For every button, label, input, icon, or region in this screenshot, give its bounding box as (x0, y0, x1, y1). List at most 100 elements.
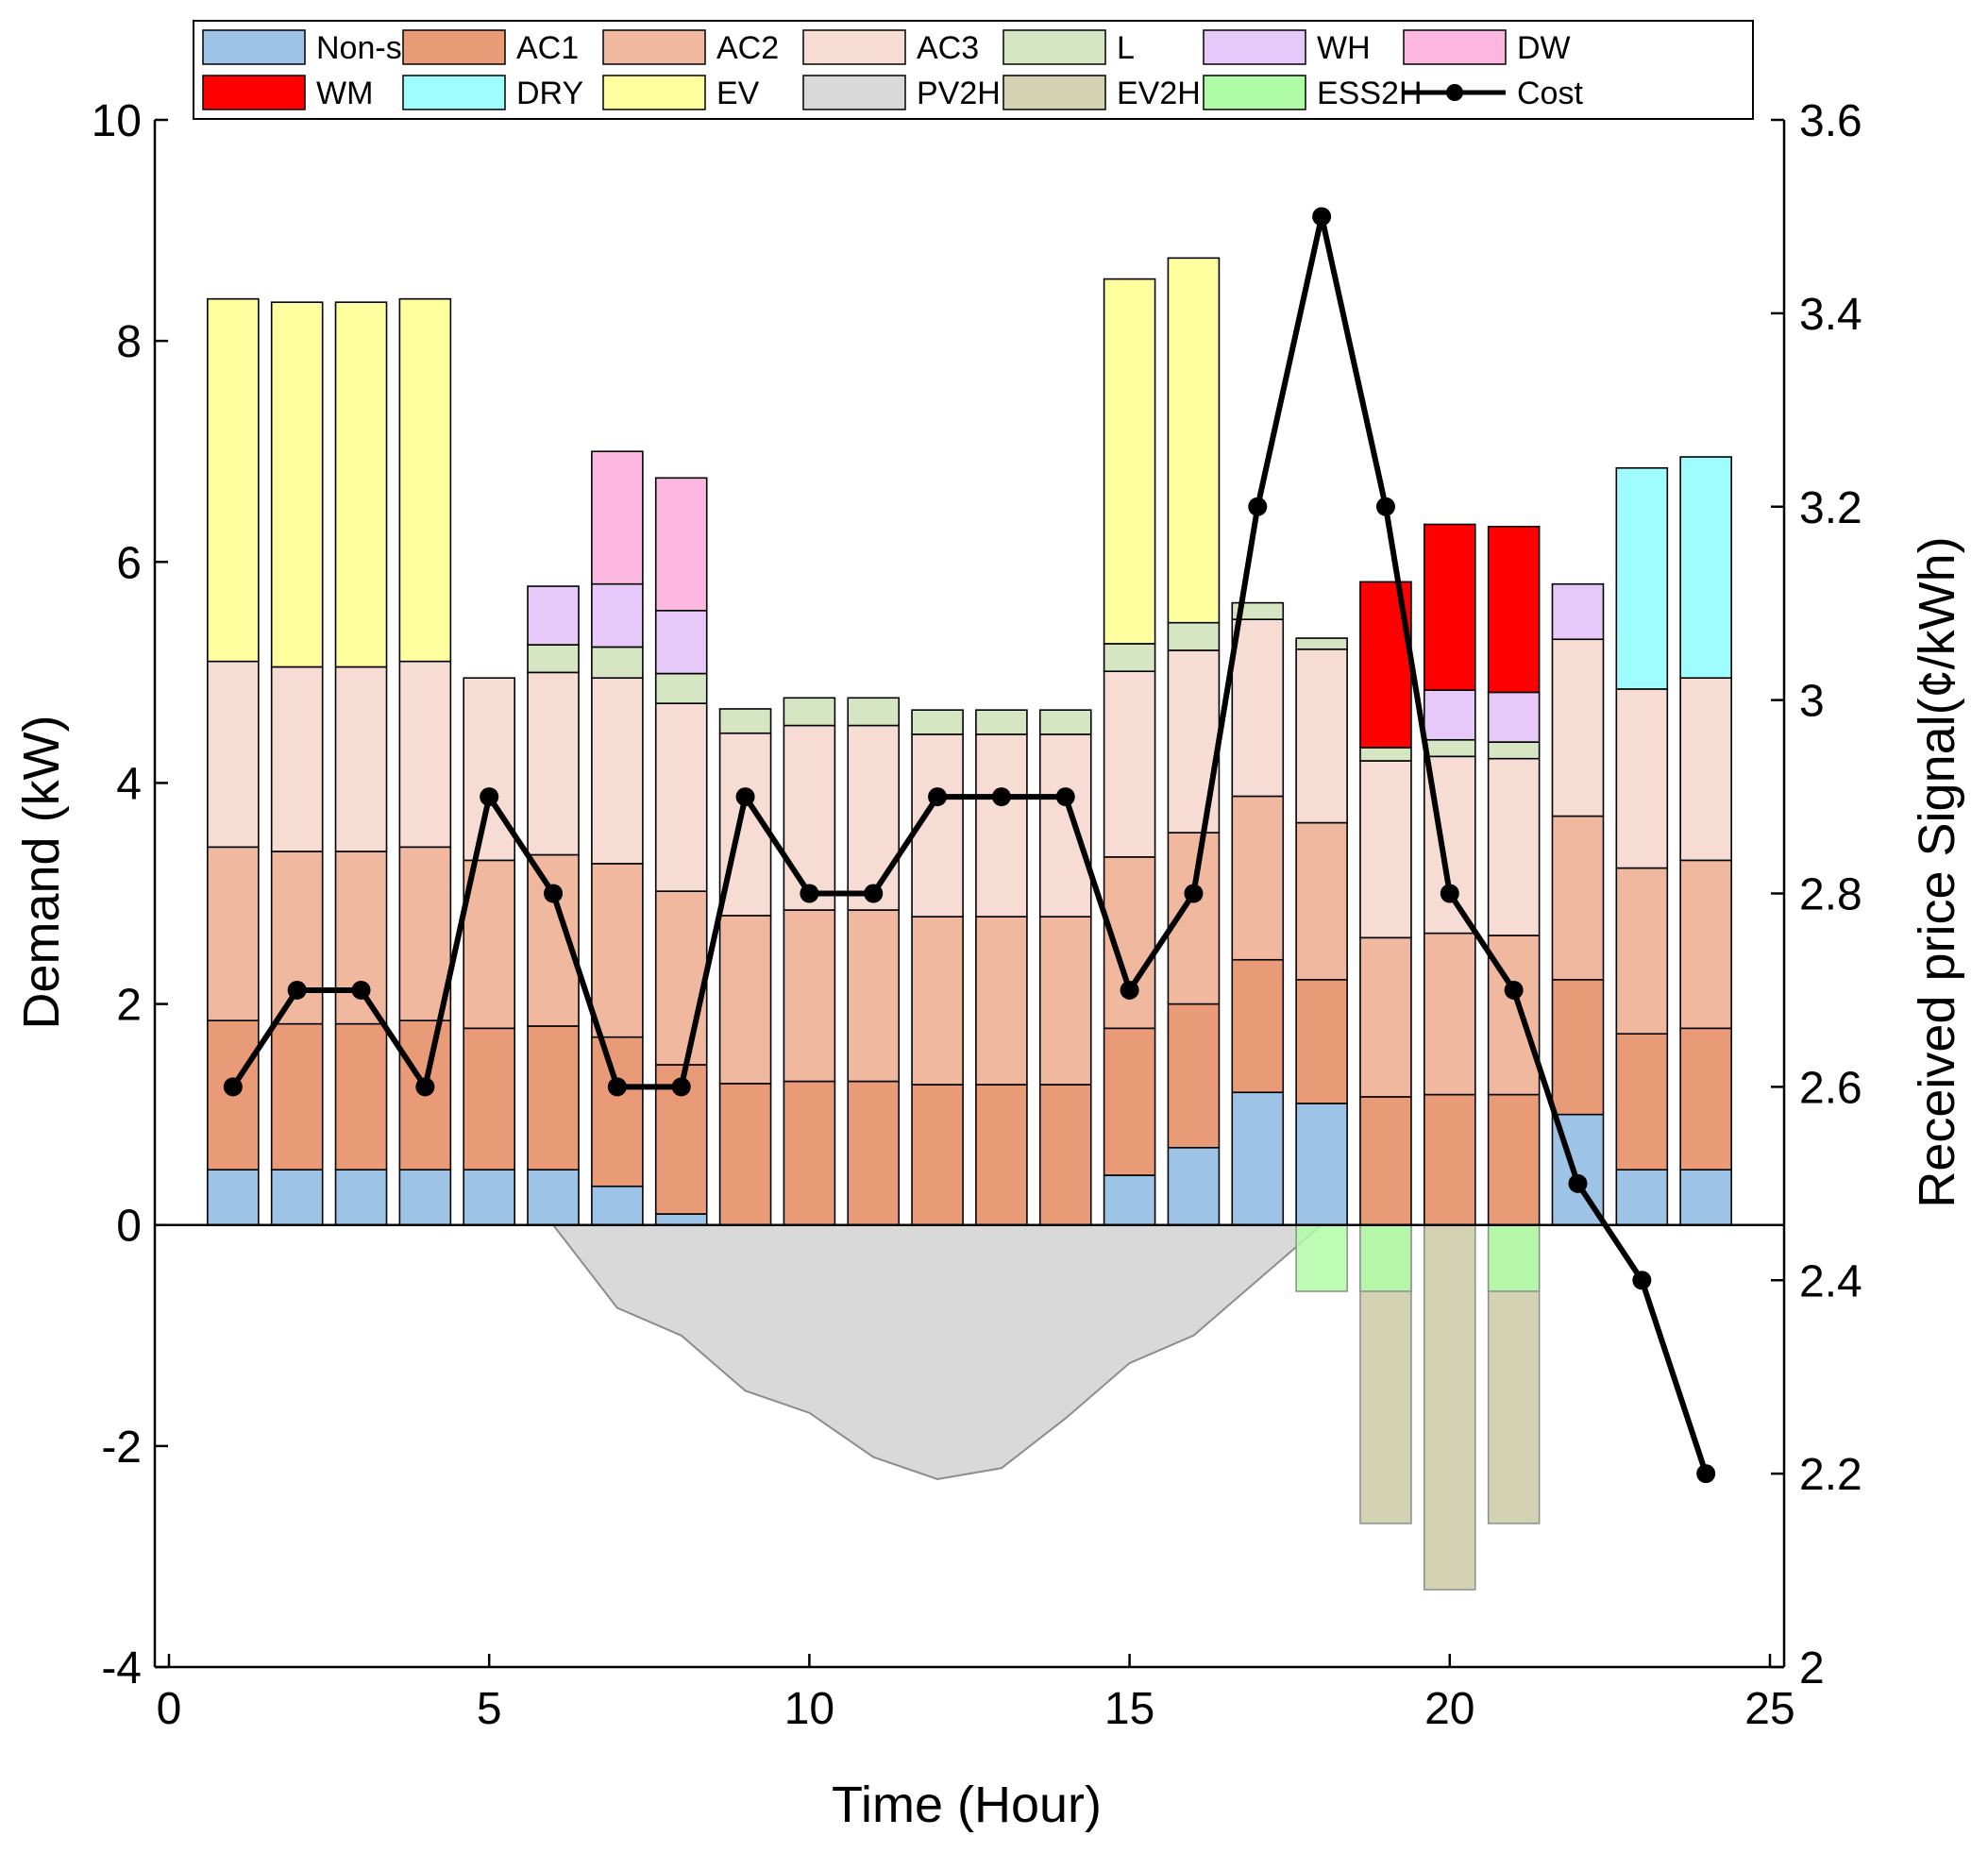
l-bar-11 (847, 697, 901, 727)
ac3-bar-15 (1103, 670, 1156, 858)
ac1-bar-15 (1103, 1027, 1156, 1176)
ac1-bar-12 (911, 1084, 964, 1226)
legend-label: AC3 (917, 30, 979, 66)
ac3-bar-8 (654, 702, 708, 892)
nonshift-bar-17 (1231, 1091, 1285, 1226)
l-bar-10 (783, 697, 836, 727)
l-bar-20 (1424, 738, 1476, 758)
y-axis-title: Demand (kW) (13, 715, 70, 1029)
cost-point-3 (351, 980, 371, 1000)
ac3-bar-2 (270, 665, 324, 852)
nonshift-bar-24 (1679, 1169, 1732, 1226)
ac1-bar-9 (718, 1083, 772, 1226)
nonshift-bar-6 (527, 1169, 580, 1226)
ac2-bar-13 (975, 916, 1028, 1086)
y2-tick-label: 3.4 (1799, 290, 1862, 340)
wh-bar-20 (1424, 689, 1476, 741)
ac2-bar-11 (847, 909, 901, 1083)
cost-point-18 (1312, 207, 1332, 227)
cost-point-14 (1055, 787, 1075, 807)
ac1-bar-16 (1167, 1002, 1221, 1149)
nonshift-bar-2 (270, 1169, 324, 1226)
ac3-bar-1 (207, 660, 260, 849)
legend-swatch (1403, 29, 1507, 65)
nonshift-bar-7 (591, 1185, 644, 1226)
legend-label: PV2H (917, 76, 1001, 111)
l-bar-16 (1167, 621, 1221, 651)
ac1-bar-24 (1679, 1027, 1732, 1171)
legend-swatch (1203, 75, 1306, 110)
ac1-bar-7 (591, 1036, 644, 1188)
nonshift-bar-18 (1295, 1103, 1348, 1226)
ac3-bar-7 (591, 677, 644, 865)
ev-bar-16 (1167, 257, 1221, 624)
cost-point-17 (1248, 497, 1268, 516)
x-tick-label: 25 (1744, 1684, 1794, 1734)
cost-point-23 (1632, 1271, 1652, 1290)
ev-bar-3 (334, 301, 388, 668)
cost-point-24 (1696, 1464, 1716, 1484)
ac3-bar-24 (1679, 677, 1732, 862)
y-tick-label: 10 (92, 96, 142, 146)
ac2-bar-22 (1551, 815, 1605, 981)
ess2h-bar-21 (1487, 1223, 1541, 1292)
ac2-bar-12 (911, 916, 964, 1086)
ac1-bar-3 (334, 1022, 388, 1171)
ac2-bar-7 (591, 863, 644, 1038)
ev-bar-2 (270, 301, 324, 668)
l-bar-9 (718, 708, 772, 734)
nonshift-bar-16 (1167, 1146, 1221, 1226)
ac2-bar-17 (1231, 795, 1285, 961)
ac2-bar-14 (1038, 916, 1092, 1086)
legend-swatch (802, 75, 906, 110)
nonshift-bar-8 (654, 1213, 708, 1226)
pv2h-area (551, 1223, 1324, 1481)
y-tick-label: 0 (116, 1202, 142, 1252)
ac2-bar-18 (1295, 821, 1348, 981)
ess2h-bar-18 (1295, 1223, 1348, 1292)
ac2-bar-9 (718, 915, 772, 1085)
legend-swatch (1002, 29, 1106, 65)
ac1-bar-17 (1231, 958, 1285, 1094)
cost-line-layer (223, 207, 1716, 1484)
y-tick-label: 8 (116, 317, 142, 367)
legend-cost-marker (1446, 84, 1463, 101)
legend-label: EV2H (1117, 76, 1201, 111)
ac3-bar-18 (1295, 648, 1348, 824)
positive-bars-layer (207, 257, 1732, 1226)
ac2-bar-4 (398, 846, 452, 1021)
ev-bar-15 (1103, 278, 1156, 645)
nonshift-bar-15 (1103, 1174, 1156, 1226)
l-bar-19 (1359, 747, 1412, 762)
y2-tick-label: 3 (1799, 677, 1825, 727)
pv2h-area-layer (551, 1223, 1324, 1481)
ac1-bar-6 (527, 1025, 580, 1171)
wm-bar-21 (1487, 526, 1541, 694)
l-bar-13 (975, 709, 1028, 735)
dw-bar-8 (654, 477, 708, 612)
ac1-bar-23 (1615, 1033, 1669, 1171)
ac3-bar-11 (847, 724, 901, 911)
cost-point-2 (287, 980, 307, 1000)
cost-point-8 (671, 1077, 691, 1097)
ac3-bar-5 (463, 677, 516, 862)
l-bar-17 (1231, 601, 1285, 620)
y2-tick-label: 2.6 (1799, 1063, 1862, 1113)
ac3-bar-3 (334, 665, 388, 852)
legend-label: AC1 (516, 30, 579, 66)
legend-label: WH (1317, 30, 1371, 66)
ac2-bar-5 (463, 859, 516, 1030)
cost-point-1 (223, 1077, 243, 1097)
cost-point-20 (1440, 884, 1459, 903)
nonshift-bar-1 (207, 1169, 260, 1226)
cost-point-16 (1184, 884, 1204, 903)
y2-tick-label: 2.8 (1799, 870, 1862, 920)
legend-swatch (802, 29, 906, 65)
dry-bar-24 (1679, 456, 1732, 680)
legend-swatch (602, 29, 706, 65)
l-bar-21 (1487, 741, 1541, 760)
y-tick-label: -4 (101, 1643, 142, 1693)
ac2-bar-24 (1679, 859, 1732, 1030)
ac3-bar-13 (975, 733, 1028, 918)
